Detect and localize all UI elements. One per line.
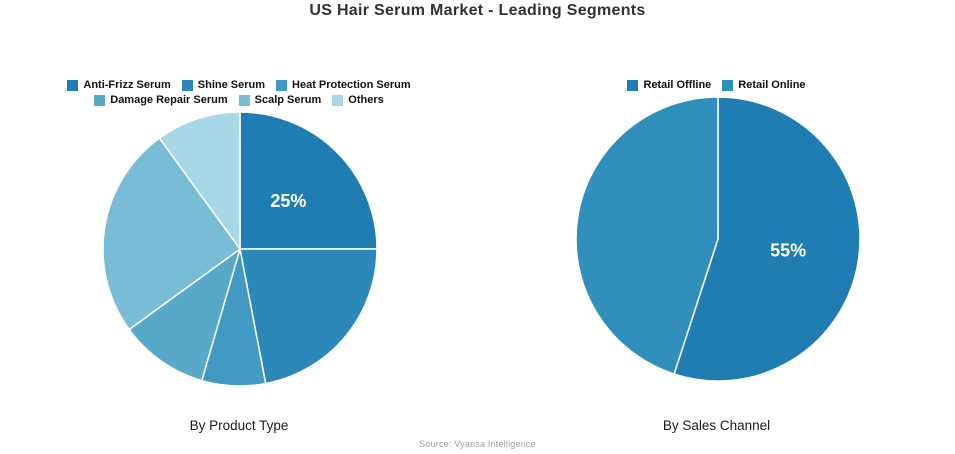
legend-swatch-icon [276, 79, 288, 91]
legend-swatch-icon [67, 79, 79, 91]
legend-swatch-icon [722, 79, 734, 91]
pie-slice-damage-repair-serum [128, 248, 241, 382]
legend-swatch-icon [627, 79, 639, 91]
legend-swatch-icon [238, 94, 250, 106]
sales-channel-legend: Retail Offline Retail Online [478, 79, 955, 91]
pie-slice-anti-frizz-serum [239, 111, 378, 250]
legend-label: Scalp Serum [254, 94, 322, 106]
legend-label: Anti-Frizz Serum [83, 79, 171, 91]
legend-label: Shine Serum [197, 79, 266, 91]
source-attribution: Source: Vyansa Intelligence [419, 439, 536, 449]
pie-value-label-retail-offline: 55% [770, 240, 806, 260]
legend-label: Retail Offline [643, 79, 712, 91]
legend-swatch-icon [94, 94, 106, 106]
product-type-caption: By Product Type [189, 418, 289, 433]
legend-item-scalp-serum: Scalp Serum [238, 94, 322, 106]
legend-row: Retail Offline Retail Online [627, 79, 806, 91]
legend-label: Others [348, 94, 384, 106]
sales-channel-caption: By Sales Channel [662, 418, 771, 433]
legend-item-retail-online: Retail Online [722, 79, 806, 91]
legend-label: Damage Repair Serum [110, 94, 228, 106]
pie-slice-retail-offline [673, 96, 861, 382]
legend-item-shine-serum: Shine Serum [181, 79, 266, 91]
legend-label: Retail Online [738, 79, 806, 91]
legend-row: Damage Repair Serum Scalp Serum Others [94, 94, 384, 106]
product-type-legend: Anti-Frizz Serum Shine Serum Heat Protecti… [0, 79, 478, 106]
pie-slice-others [158, 111, 241, 250]
pie-slice-scalp-serum [102, 137, 241, 331]
legend-item-damage-repair-serum: Damage Repair Serum [94, 94, 228, 106]
legend-item-heat-protection-serum: Heat Protection Serum [276, 79, 411, 91]
pie-slice-retail-online [575, 96, 719, 375]
legend-row: Anti-Frizz Serum Shine Serum Heat Protecti… [67, 79, 411, 91]
legend-item-others: Others [332, 94, 384, 106]
legend-label: Heat Protection Serum [292, 79, 411, 91]
legend-swatch-icon [181, 79, 193, 91]
legend-swatch-icon [332, 94, 344, 106]
pie-slice-shine-serum [239, 248, 378, 385]
legend-item-retail-offline: Retail Offline [627, 79, 711, 91]
legend-item-anti-frizz-serum: Anti-Frizz Serum [67, 79, 171, 91]
pie-value-label-anti-frizz-serum: 25% [270, 191, 306, 211]
page-title: US Hair Serum Market - Leading Segments [309, 2, 646, 19]
sales-channel-pie-chart: 55% [575, 96, 861, 382]
product-type-pie-chart: 25% [102, 111, 378, 387]
